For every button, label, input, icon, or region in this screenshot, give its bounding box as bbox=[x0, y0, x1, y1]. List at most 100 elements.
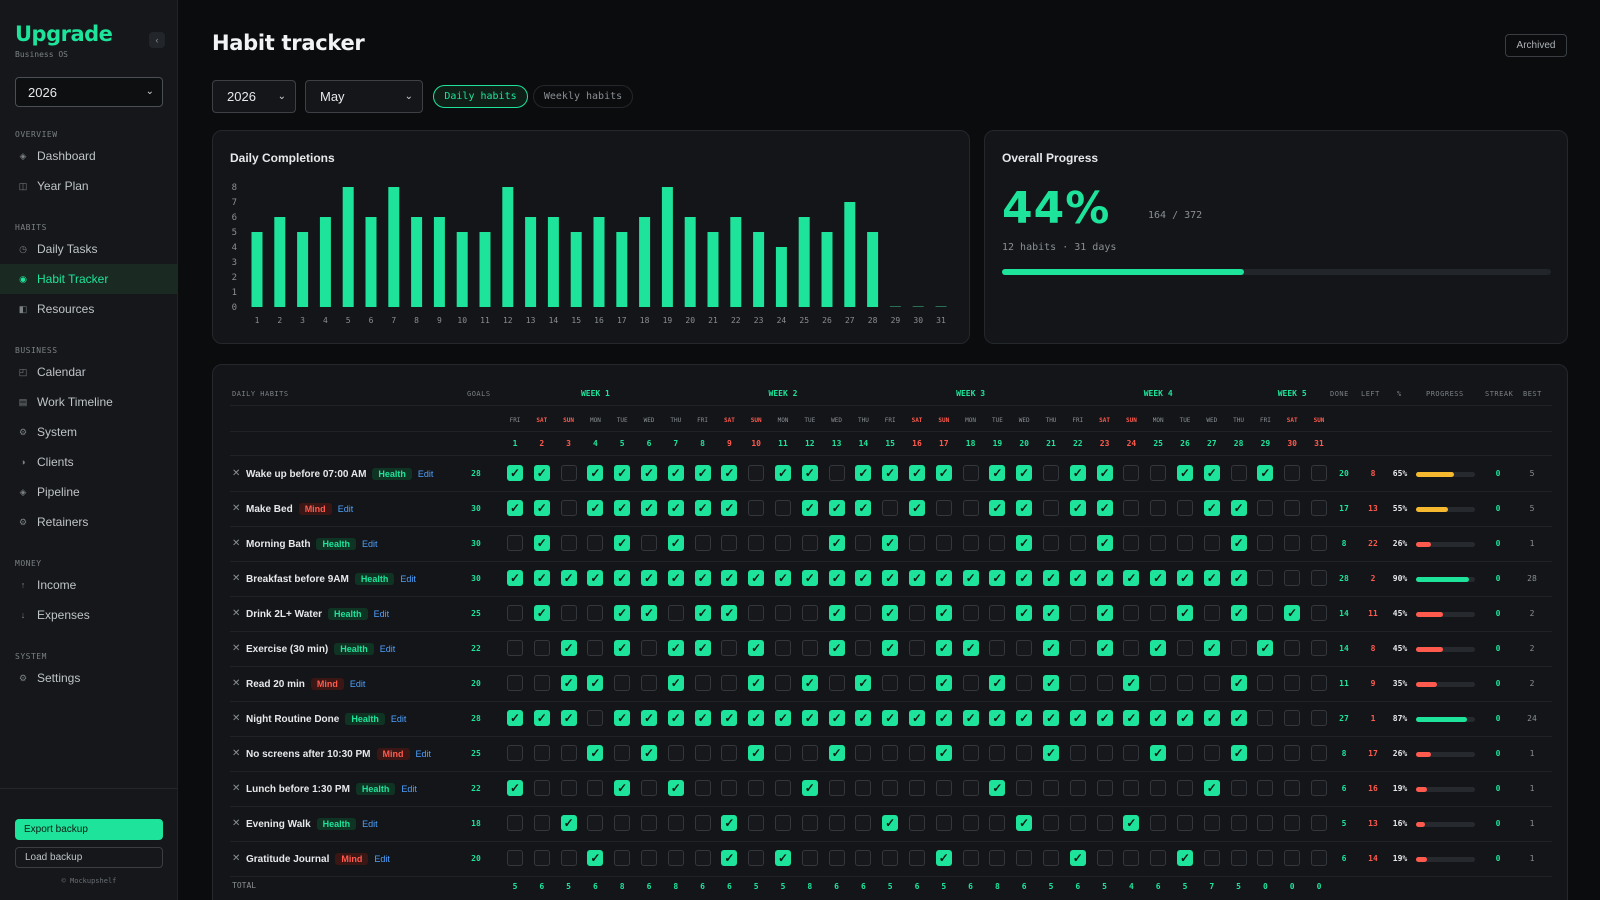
habit-checkbox[interactable]: ✓ bbox=[533, 710, 550, 726]
habit-checkbox[interactable] bbox=[748, 465, 765, 481]
habit-checkbox[interactable] bbox=[1230, 850, 1247, 866]
edit-habit-link[interactable]: Edit bbox=[400, 574, 416, 584]
habit-checkbox[interactable] bbox=[1230, 640, 1247, 656]
habit-checkbox[interactable]: ✓ bbox=[882, 535, 899, 551]
habit-checkbox[interactable] bbox=[775, 640, 791, 656]
habit-checkbox[interactable] bbox=[1284, 780, 1301, 796]
habit-checkbox[interactable] bbox=[801, 850, 818, 866]
habit-checkbox[interactable] bbox=[801, 745, 818, 761]
sidebar-item-daily-tasks[interactable]: ◷ Daily Tasks bbox=[0, 234, 178, 264]
habit-checkbox[interactable] bbox=[882, 780, 899, 796]
habit-checkbox[interactable]: ✓ bbox=[748, 570, 765, 586]
habit-checkbox[interactable]: ✓ bbox=[1043, 675, 1059, 691]
habit-checkbox[interactable] bbox=[1123, 535, 1140, 551]
habit-checkbox[interactable]: ✓ bbox=[1043, 745, 1059, 761]
sidebar-item-work-timeline[interactable]: ▤ Work Timeline bbox=[0, 387, 178, 417]
habit-checkbox[interactable]: ✓ bbox=[962, 570, 979, 586]
habit-checkbox[interactable] bbox=[1311, 850, 1327, 866]
habit-checkbox[interactable] bbox=[909, 535, 925, 551]
habit-checkbox[interactable]: ✓ bbox=[1016, 815, 1033, 831]
habit-checkbox[interactable]: ✓ bbox=[667, 640, 684, 656]
habit-checkbox[interactable]: ✓ bbox=[1257, 640, 1274, 656]
habit-checkbox[interactable] bbox=[507, 745, 523, 761]
remove-habit-icon[interactable]: ✕ bbox=[232, 818, 241, 829]
habit-checkbox[interactable]: ✓ bbox=[935, 850, 952, 866]
habit-checkbox[interactable] bbox=[935, 815, 952, 831]
habit-checkbox[interactable]: ✓ bbox=[775, 465, 791, 481]
habit-checkbox[interactable] bbox=[1177, 780, 1193, 796]
habit-checkbox[interactable] bbox=[882, 675, 899, 691]
habit-checkbox[interactable] bbox=[989, 745, 1006, 761]
habit-checkbox[interactable]: ✓ bbox=[935, 605, 952, 621]
habit-checkbox[interactable] bbox=[694, 675, 711, 691]
sidebar-item-habit-tracker[interactable]: ◉ Habit Tracker bbox=[0, 264, 178, 294]
habit-checkbox[interactable]: ✓ bbox=[1230, 675, 1247, 691]
habit-checkbox[interactable] bbox=[1016, 780, 1033, 796]
habit-checkbox[interactable]: ✓ bbox=[935, 710, 952, 726]
habit-checkbox[interactable]: ✓ bbox=[909, 570, 925, 586]
habit-checkbox[interactable]: ✓ bbox=[1016, 605, 1033, 621]
habit-checkbox[interactable] bbox=[721, 640, 738, 656]
habit-checkbox[interactable]: ✓ bbox=[614, 640, 631, 656]
habit-checkbox[interactable] bbox=[1096, 745, 1113, 761]
habit-checkbox[interactable] bbox=[1177, 815, 1193, 831]
habit-checkbox[interactable] bbox=[560, 780, 577, 796]
sidebar-item-expenses[interactable]: ↓ Expenses bbox=[0, 600, 178, 630]
habit-checkbox[interactable]: ✓ bbox=[882, 570, 899, 586]
habit-checkbox[interactable]: ✓ bbox=[614, 780, 631, 796]
habit-checkbox[interactable] bbox=[1311, 745, 1327, 761]
habit-checkbox[interactable]: ✓ bbox=[533, 535, 550, 551]
habit-checkbox[interactable]: ✓ bbox=[1096, 570, 1113, 586]
habit-checkbox[interactable] bbox=[1311, 605, 1327, 621]
habit-checkbox[interactable]: ✓ bbox=[1069, 710, 1086, 726]
habit-checkbox[interactable] bbox=[560, 605, 577, 621]
habit-checkbox[interactable] bbox=[855, 815, 872, 831]
habit-checkbox[interactable] bbox=[560, 850, 577, 866]
habit-checkbox[interactable]: ✓ bbox=[587, 850, 604, 866]
sidebar-item-clients[interactable]: ◑ Clients bbox=[0, 447, 178, 477]
remove-habit-icon[interactable]: ✕ bbox=[232, 503, 241, 514]
habit-checkbox[interactable] bbox=[962, 465, 979, 481]
habit-checkbox[interactable] bbox=[1016, 745, 1033, 761]
habit-checkbox[interactable]: ✓ bbox=[614, 710, 631, 726]
habit-checkbox[interactable] bbox=[507, 675, 523, 691]
habit-checkbox[interactable] bbox=[507, 815, 523, 831]
habit-checkbox[interactable] bbox=[1311, 640, 1327, 656]
habit-checkbox[interactable]: ✓ bbox=[533, 605, 550, 621]
habit-checkbox[interactable]: ✓ bbox=[587, 465, 604, 481]
habit-checkbox[interactable]: ✓ bbox=[801, 675, 818, 691]
habit-checkbox[interactable] bbox=[1257, 675, 1274, 691]
habit-checkbox[interactable]: ✓ bbox=[828, 500, 845, 516]
habit-checkbox[interactable] bbox=[533, 850, 550, 866]
sidebar-item-year-plan[interactable]: ◫ Year Plan bbox=[0, 171, 178, 201]
habit-checkbox[interactable] bbox=[1123, 465, 1140, 481]
habit-checkbox[interactable] bbox=[1150, 780, 1167, 796]
habit-checkbox[interactable] bbox=[1257, 850, 1274, 866]
habit-checkbox[interactable] bbox=[1257, 570, 1274, 586]
habit-checkbox[interactable] bbox=[1096, 675, 1113, 691]
habit-checkbox[interactable]: ✓ bbox=[641, 710, 657, 726]
habit-checkbox[interactable]: ✓ bbox=[935, 570, 952, 586]
habit-checkbox[interactable] bbox=[667, 745, 684, 761]
habit-checkbox[interactable]: ✓ bbox=[533, 570, 550, 586]
habit-checkbox[interactable] bbox=[828, 815, 845, 831]
habit-checkbox[interactable] bbox=[775, 605, 791, 621]
habit-checkbox[interactable] bbox=[1203, 815, 1220, 831]
edit-habit-link[interactable]: Edit bbox=[374, 854, 390, 864]
habit-checkbox[interactable] bbox=[1043, 535, 1059, 551]
remove-habit-icon[interactable]: ✕ bbox=[232, 573, 241, 584]
habit-checkbox[interactable]: ✓ bbox=[1230, 570, 1247, 586]
habit-checkbox[interactable]: ✓ bbox=[667, 500, 684, 516]
habit-checkbox[interactable] bbox=[1284, 535, 1301, 551]
habit-checkbox[interactable] bbox=[775, 815, 791, 831]
habit-checkbox[interactable] bbox=[1311, 815, 1327, 831]
edit-habit-link[interactable]: Edit bbox=[361, 539, 378, 549]
edit-habit-link[interactable]: Edit bbox=[373, 609, 390, 619]
habit-checkbox[interactable] bbox=[694, 745, 711, 761]
habit-checkbox[interactable] bbox=[587, 710, 604, 726]
habit-checkbox[interactable] bbox=[909, 640, 925, 656]
habit-checkbox[interactable] bbox=[775, 675, 791, 691]
habit-checkbox[interactable] bbox=[1043, 850, 1059, 866]
habit-checkbox[interactable]: ✓ bbox=[1203, 710, 1220, 726]
sidebar-item-settings[interactable]: ⚙ Settings bbox=[0, 663, 178, 693]
